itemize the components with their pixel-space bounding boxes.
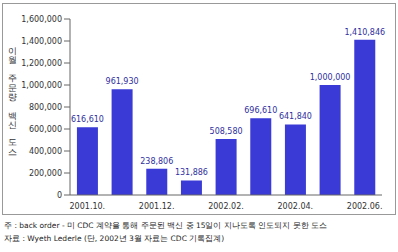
svg-text:600,000: 600,000 bbox=[29, 125, 62, 134]
svg-text:508,580: 508,580 bbox=[210, 127, 243, 136]
svg-text:2002.04.: 2002.04. bbox=[278, 202, 314, 211]
svg-text:641,840: 641,840 bbox=[279, 112, 312, 121]
svg-text:1,200,000: 1,200,000 bbox=[21, 59, 62, 68]
svg-text:2001.12.: 2001.12. bbox=[139, 202, 175, 211]
svg-text:131,886: 131,886 bbox=[175, 168, 208, 177]
html-text:이월 주문량 백신 도스: 이월 주문량 백신 도스 bbox=[8, 40, 18, 151]
svg-text:1,400,000: 1,400,000 bbox=[21, 37, 62, 46]
svg-text:1,000,000: 1,000,000 bbox=[310, 73, 351, 82]
html-text:자료 : Wyeth Lederle (단, 2002년 3: 자료 : Wyeth Lederle (단, 2002년 3월 자료는 CDC … bbox=[4, 234, 225, 243]
svg-text:800,000: 800,000 bbox=[29, 103, 62, 112]
svg-text:961,930: 961,930 bbox=[106, 77, 139, 86]
svg-text:2002.02.: 2002.02. bbox=[208, 202, 244, 211]
svg-text:238,806: 238,806 bbox=[140, 157, 173, 166]
svg-text:616,610: 616,610 bbox=[71, 115, 104, 124]
svg-text:1,000,000: 1,000,000 bbox=[21, 81, 62, 90]
svg-text:400,000: 400,000 bbox=[29, 147, 62, 156]
svg-text:200,000: 200,000 bbox=[29, 169, 62, 178]
svg-text:696,610: 696,610 bbox=[244, 106, 277, 115]
svg-text:0: 0 bbox=[57, 191, 62, 200]
svg-text:1,410,846: 1,410,846 bbox=[344, 28, 385, 37]
svg-text:1,600,000: 1,600,000 bbox=[21, 15, 62, 24]
svg-text:2002.06.: 2002.06. bbox=[347, 202, 383, 211]
html-text:주 : back order - 미 CDC 계약을 통해: 주 : back order - 미 CDC 계약을 통해 주문된 백신 중 1… bbox=[4, 221, 327, 230]
svg-text:2001.10.: 2001.10. bbox=[70, 202, 106, 211]
